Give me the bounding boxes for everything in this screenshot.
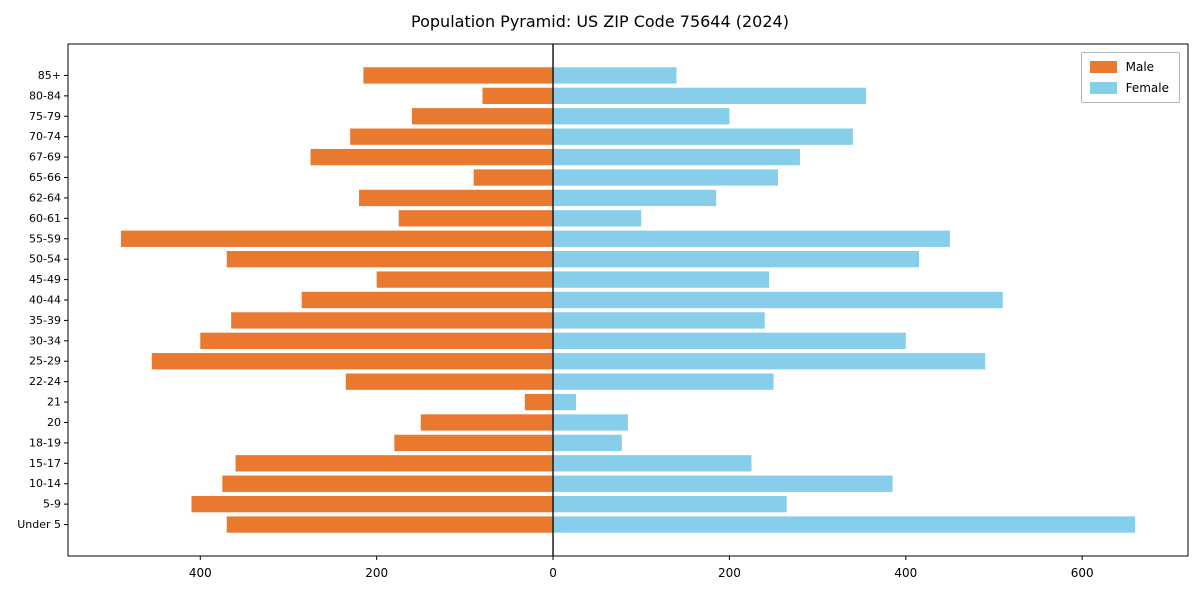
y-tick-label: 70-74 [29, 130, 61, 143]
y-tick-label: 62-64 [29, 191, 61, 204]
x-tick-label: 200 [365, 566, 388, 580]
bar-male-20 [420, 414, 554, 431]
bar-female-85+ [553, 67, 677, 84]
x-tick-label: 0 [549, 566, 557, 580]
y-tick-label: 10-14 [29, 477, 61, 490]
bar-female-30-34 [553, 332, 906, 349]
bar-male-15-17 [235, 455, 554, 472]
legend-item-male: Male [1089, 60, 1169, 74]
y-tick-label: 20 [47, 416, 61, 429]
chart-title: Population Pyramid: US ZIP Code 75644 (2… [411, 12, 789, 31]
y-tick-label: 15-17 [29, 457, 61, 470]
bar-male-62-64 [359, 189, 554, 207]
bar-female-65-66 [553, 169, 778, 186]
y-tick-label: 60-61 [29, 212, 61, 225]
bar-male-65-66 [473, 169, 554, 186]
bar-female-5-9 [553, 495, 787, 513]
bar-male-70-74 [350, 128, 554, 145]
bar-male-18-19 [394, 434, 554, 452]
bar-female-21 [553, 393, 576, 411]
y-tick-label: 21 [47, 396, 61, 409]
bar-male-22-24 [345, 373, 554, 390]
bar-male-10-14 [222, 475, 554, 492]
y-tick-label: 45-49 [29, 273, 61, 286]
bar-female-50-54 [553, 251, 920, 268]
legend-label-female: Female [1125, 81, 1169, 95]
bar-male-25-29 [151, 353, 554, 370]
bar-female-67-69 [553, 148, 800, 166]
legend-label-male: Male [1125, 60, 1155, 74]
legend: Male Female [1080, 52, 1180, 103]
y-tick-label: 80-84 [29, 89, 61, 102]
bar-female-55-59 [553, 230, 950, 247]
y-tick-label: 85+ [38, 69, 61, 82]
bar-male-35-39 [231, 312, 554, 329]
bar-male-under-5 [226, 516, 554, 533]
y-tick-label: 35-39 [29, 314, 61, 327]
bar-male-30-34 [200, 332, 554, 349]
bar-male-55-59 [120, 230, 554, 247]
y-tick-label: 18-19 [29, 436, 61, 449]
y-tick-label: Under 5 [17, 518, 61, 531]
bar-female-70-74 [553, 128, 853, 145]
bar-female-40-44 [553, 291, 1003, 309]
y-tick-label: 40-44 [29, 294, 61, 307]
bar-female-10-14 [553, 475, 893, 492]
bar-female-under-5 [553, 516, 1136, 533]
bar-female-62-64 [553, 189, 717, 207]
y-tick-label: 67-69 [29, 151, 61, 164]
x-tick-label: 600 [1071, 566, 1094, 580]
y-tick-label: 22-24 [29, 375, 61, 388]
bar-male-50-54 [226, 251, 554, 268]
bar-male-40-44 [301, 291, 554, 309]
y-tick-label: 65-66 [29, 171, 61, 184]
bar-female-18-19 [553, 434, 622, 452]
y-tick-label: 75-79 [29, 110, 61, 123]
bar-female-80-84 [553, 87, 867, 105]
bar-female-45-49 [553, 271, 770, 288]
bar-male-85+ [363, 67, 554, 84]
x-tick-label: 200 [718, 566, 741, 580]
bar-female-35-39 [553, 312, 765, 329]
bar-female-75-79 [553, 108, 730, 125]
bar-male-75-79 [411, 108, 554, 125]
bar-male-45-49 [376, 271, 554, 288]
bar-female-60-61 [553, 210, 642, 227]
y-tick-label: 5-9 [43, 498, 61, 511]
legend-swatch-male [1089, 61, 1117, 73]
bar-male-60-61 [398, 210, 554, 227]
bar-female-20 [553, 414, 628, 431]
legend-swatch-female [1089, 82, 1117, 94]
x-tick-label: 400 [894, 566, 917, 580]
y-tick-label: 30-34 [29, 334, 61, 347]
y-tick-label: 50-54 [29, 253, 61, 266]
y-tick-label: 55-59 [29, 232, 61, 245]
bar-male-5-9 [191, 495, 554, 513]
bar-female-22-24 [553, 373, 774, 390]
bar-male-67-69 [310, 148, 554, 166]
x-tick-label: 400 [189, 566, 212, 580]
bar-female-25-29 [553, 353, 986, 370]
y-tick-label: 25-29 [29, 355, 61, 368]
bar-male-21 [524, 393, 554, 411]
legend-item-female: Female [1089, 81, 1169, 95]
bar-female-15-17 [553, 455, 752, 472]
bar-male-80-84 [482, 87, 554, 105]
